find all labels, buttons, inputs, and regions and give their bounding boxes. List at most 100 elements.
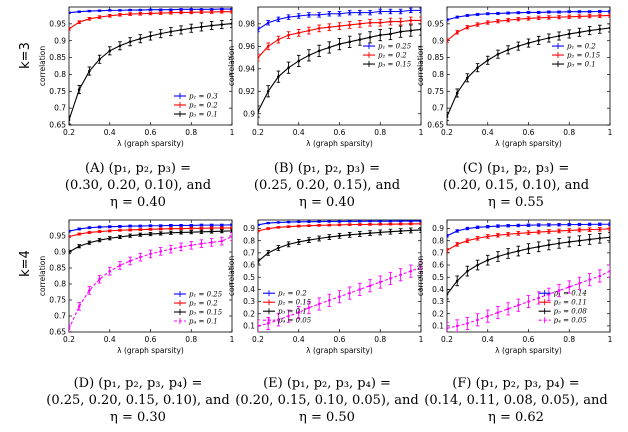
caption-d-line2: (0.25, 0.20, 0.15, 0.10), and xyxy=(46,393,230,408)
data-point xyxy=(378,21,382,25)
y-tick-label: 0.4 xyxy=(432,285,444,294)
x-axis-label: λ (graph sparsity) xyxy=(495,139,562,148)
y-axis-label: correlation xyxy=(38,46,47,86)
data-point xyxy=(598,236,602,240)
x-tick-label: 0.8 xyxy=(185,335,197,344)
legend-label: p₃ = 0.08 xyxy=(554,308,588,316)
data-point xyxy=(297,224,301,228)
data-point xyxy=(88,226,91,229)
data-point xyxy=(447,234,449,238)
caption-f-line1: (F) (p₁, p₂, p₃, p₄) = xyxy=(452,376,580,391)
data-point xyxy=(466,25,469,29)
data-point xyxy=(348,223,351,226)
data-point xyxy=(307,238,311,242)
data-point xyxy=(200,10,203,14)
data-point xyxy=(317,220,321,223)
data-point xyxy=(118,9,122,12)
data-point xyxy=(419,266,421,269)
data-point xyxy=(230,7,232,11)
data-point xyxy=(567,15,571,19)
x-tick-label: 1 xyxy=(230,128,235,137)
y-tick-label: 0.7 xyxy=(432,104,444,113)
data-point xyxy=(447,18,449,22)
data-point xyxy=(258,229,260,233)
data-point xyxy=(557,242,561,245)
data-point xyxy=(179,28,183,32)
data-point xyxy=(557,10,561,14)
y-tick-label: 0.9 xyxy=(54,36,66,45)
series-group-d xyxy=(69,223,232,332)
legend-label: p₁ = 0.25 xyxy=(189,291,223,299)
data-point xyxy=(88,289,91,292)
data-point xyxy=(307,54,311,57)
y-axis-label: correlation xyxy=(38,256,47,296)
data-point xyxy=(476,66,479,69)
data-point xyxy=(189,26,193,30)
data-point xyxy=(506,307,510,311)
data-point xyxy=(455,324,459,328)
data-point xyxy=(567,223,571,226)
data-point xyxy=(547,16,551,19)
data-point xyxy=(358,288,362,291)
series-group-c xyxy=(447,9,610,122)
y-tick-label: 0.95 xyxy=(49,232,66,241)
data-point xyxy=(108,225,112,229)
data-point xyxy=(486,58,490,62)
data-point xyxy=(506,11,510,15)
data-point xyxy=(149,227,152,231)
data-point xyxy=(419,222,421,226)
data-point xyxy=(358,220,362,223)
data-point xyxy=(179,224,183,227)
data-point xyxy=(527,247,530,250)
data-point xyxy=(567,32,571,36)
data-point xyxy=(598,10,602,13)
x-tick-label: 0.4 xyxy=(104,128,116,137)
data-point xyxy=(317,27,321,30)
x-tick-label: 0.2 xyxy=(63,128,75,137)
data-point xyxy=(466,227,469,230)
data-point xyxy=(266,227,270,230)
data-point xyxy=(348,220,351,223)
data-point xyxy=(69,11,71,15)
data-point xyxy=(588,238,591,241)
legend-label: p₄ = 0.1 xyxy=(189,318,218,326)
data-point xyxy=(77,10,81,14)
data-point xyxy=(537,39,540,42)
y-tick-label: 0.3 xyxy=(432,297,444,306)
data-point xyxy=(169,231,173,235)
caption-e-line1: (E) (p₁, p₂, p₃, p₄) = xyxy=(263,376,391,391)
y-axis-label: correlation xyxy=(227,256,236,296)
data-point xyxy=(466,322,469,325)
data-point xyxy=(476,226,479,229)
data-point xyxy=(98,238,101,242)
data-point xyxy=(348,233,351,237)
data-point xyxy=(517,44,520,48)
data-point xyxy=(179,11,183,14)
data-point xyxy=(368,223,372,226)
caption-f: (F) (p₁, p₂, p₃, p₄) = (0.14, 0.11, 0.08… xyxy=(423,375,609,426)
data-point xyxy=(547,36,551,40)
y-tick-label: 0.9 xyxy=(432,224,444,233)
data-point xyxy=(128,259,132,263)
row-label-k3: k=3 xyxy=(17,42,33,69)
caption-e: (E) (p₁, p₂, p₃, p₄) = (0.20, 0.15, 0.10… xyxy=(234,375,420,426)
caption-c-line1: (C) (p₁, p₂, p₃) = xyxy=(462,161,570,176)
data-point xyxy=(88,69,91,73)
data-point xyxy=(88,231,91,234)
legend-label: p₃ = 0.1 xyxy=(189,111,218,119)
data-point xyxy=(486,225,490,228)
data-point xyxy=(527,231,530,234)
data-point xyxy=(230,229,232,233)
panel-a: 0.2 0.4 0.6 0.8 1 0.65 0.7 0.75 0.8 0.85 0.9 0.95 λ … xyxy=(38,6,235,148)
data-point xyxy=(159,250,162,253)
data-point xyxy=(297,311,301,314)
data-point xyxy=(179,227,183,230)
data-point xyxy=(328,12,331,16)
data-point xyxy=(179,231,183,234)
data-point xyxy=(307,29,311,32)
data-point xyxy=(297,240,301,244)
y-tick-label: 0.6 xyxy=(432,261,444,270)
data-point xyxy=(389,277,392,280)
